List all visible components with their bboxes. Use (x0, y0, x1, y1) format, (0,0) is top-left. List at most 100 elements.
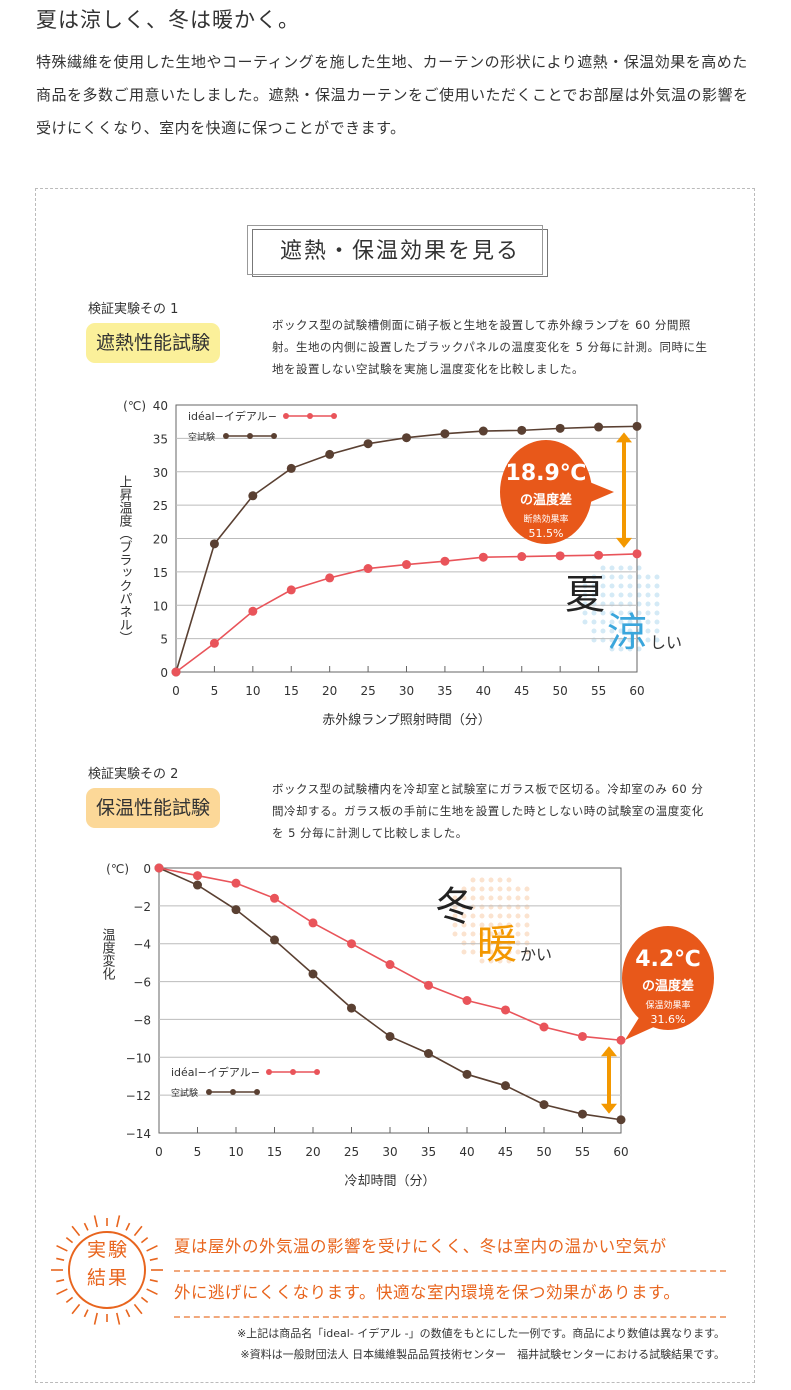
callout-diff-label: の温度差 (520, 492, 572, 508)
callout-rate: 31.6% (651, 1013, 686, 1026)
deco-dot (627, 574, 633, 580)
y-tick-label: −4 (133, 938, 151, 952)
data-point (209, 638, 219, 648)
deco-dot (479, 931, 485, 937)
y-tick-label: 0 (160, 666, 168, 680)
data-point (594, 550, 604, 560)
deco-dot (452, 895, 458, 901)
deco-dot (582, 619, 588, 625)
data-point (594, 422, 604, 432)
y-axis-label: 上昇温度（ブラックパネル） (117, 475, 133, 644)
data-point (308, 969, 318, 979)
data-point (424, 980, 433, 990)
sun-ray (149, 1257, 158, 1261)
x-axis-label: 赤外線ランプ照射時間（分） (322, 712, 491, 728)
data-point (308, 918, 318, 928)
data-point (578, 1109, 587, 1119)
deco-dot (488, 877, 494, 883)
deco-dot (524, 904, 530, 910)
x-tick-label: 25 (360, 684, 375, 698)
x-tick-label: 50 (536, 1145, 551, 1159)
sun-ray (56, 1279, 65, 1283)
deco-dot (506, 931, 512, 937)
y-tick-label: 35 (153, 432, 168, 446)
experiment-1-description: ボックス型の試験槽側面に硝子板と生地を設置して赤外線ランプを 60 分間照射。生… (272, 318, 708, 376)
deco-dot (645, 592, 651, 598)
sun-ray (56, 1288, 68, 1296)
deco-dot (654, 628, 660, 634)
deco-dot (618, 583, 624, 589)
arrow-head (616, 537, 632, 548)
x-tick-label: 0 (155, 1145, 163, 1159)
deco-dot (488, 931, 494, 937)
deco-dot (636, 583, 642, 589)
data-point (578, 1031, 587, 1041)
deco-dot (497, 940, 503, 946)
sun-ray (140, 1296, 149, 1304)
deco-small-text: かい (520, 945, 552, 964)
page-title: 夏は涼しく、冬は暖かく。 (36, 8, 300, 32)
deco-dot (488, 949, 494, 955)
deco-dot (654, 592, 660, 598)
data-point (325, 573, 335, 583)
deco-dot (479, 895, 485, 901)
sun-ray (93, 1215, 98, 1228)
sun-ray (83, 1222, 89, 1231)
data-point (501, 1005, 510, 1015)
deco-dot (488, 940, 494, 946)
deco-dot (515, 886, 521, 892)
deco-dot (636, 565, 642, 571)
deco-dot (497, 949, 503, 955)
deco-dot (479, 949, 485, 955)
deco-dot (515, 931, 521, 937)
sun-ray (133, 1225, 143, 1237)
experiment-2-label: 検証実験その 2 (88, 767, 179, 782)
sun-ray (71, 1303, 81, 1315)
deco-dot (582, 610, 588, 616)
callout-diff: 18.9℃ (506, 461, 587, 486)
deco-dot (515, 949, 521, 955)
deco-dot (524, 931, 530, 937)
deco-dot (497, 886, 503, 892)
deco-dot (479, 922, 485, 928)
data-point (478, 426, 488, 436)
y-axis-label: 温度変化 (100, 928, 116, 981)
data-point (248, 491, 258, 501)
legend-marker (206, 1089, 212, 1095)
data-point (286, 463, 296, 473)
legend-marker (247, 433, 253, 439)
data-point (462, 996, 472, 1005)
deco-dot (515, 922, 521, 928)
deco-dot (452, 913, 458, 919)
y-tick-label: −10 (126, 1051, 151, 1065)
deco-dot (488, 904, 494, 910)
sun-ray (71, 1225, 81, 1237)
deco-dot (645, 601, 651, 607)
deco-dot (461, 886, 467, 892)
y-tick-label: 20 (153, 533, 168, 547)
result-badge-sun-icon (51, 1215, 163, 1325)
deco-dot (600, 583, 606, 589)
deco-dot (470, 886, 476, 892)
legend-marker (307, 413, 313, 419)
footnote: ※資料は一般財団法人 日本繊維製品品質技術センター 福井試験センターにおける試験… (240, 1348, 725, 1361)
deco-dot (506, 913, 512, 919)
deco-dot (600, 628, 606, 634)
deco-dot (654, 619, 660, 625)
x-tick-label: 35 (437, 684, 452, 698)
sun-ray (125, 1222, 131, 1231)
sun-ray (116, 1215, 121, 1228)
section-title: 遮熱・保温効果を見る (247, 225, 548, 277)
deco-dot (488, 886, 494, 892)
deco-dot (452, 922, 458, 928)
sun-ray (93, 1312, 98, 1325)
x-tick-label: 55 (575, 1145, 590, 1159)
experiment-1-label: 検証実験その 1 (88, 302, 179, 317)
sun-ray (83, 1309, 89, 1318)
data-point (616, 1115, 626, 1125)
deco-dot (654, 574, 660, 580)
deco-dot (461, 913, 467, 919)
deco-dot (591, 610, 597, 616)
deco-dot (618, 646, 624, 652)
callout-bubble (622, 926, 714, 1030)
